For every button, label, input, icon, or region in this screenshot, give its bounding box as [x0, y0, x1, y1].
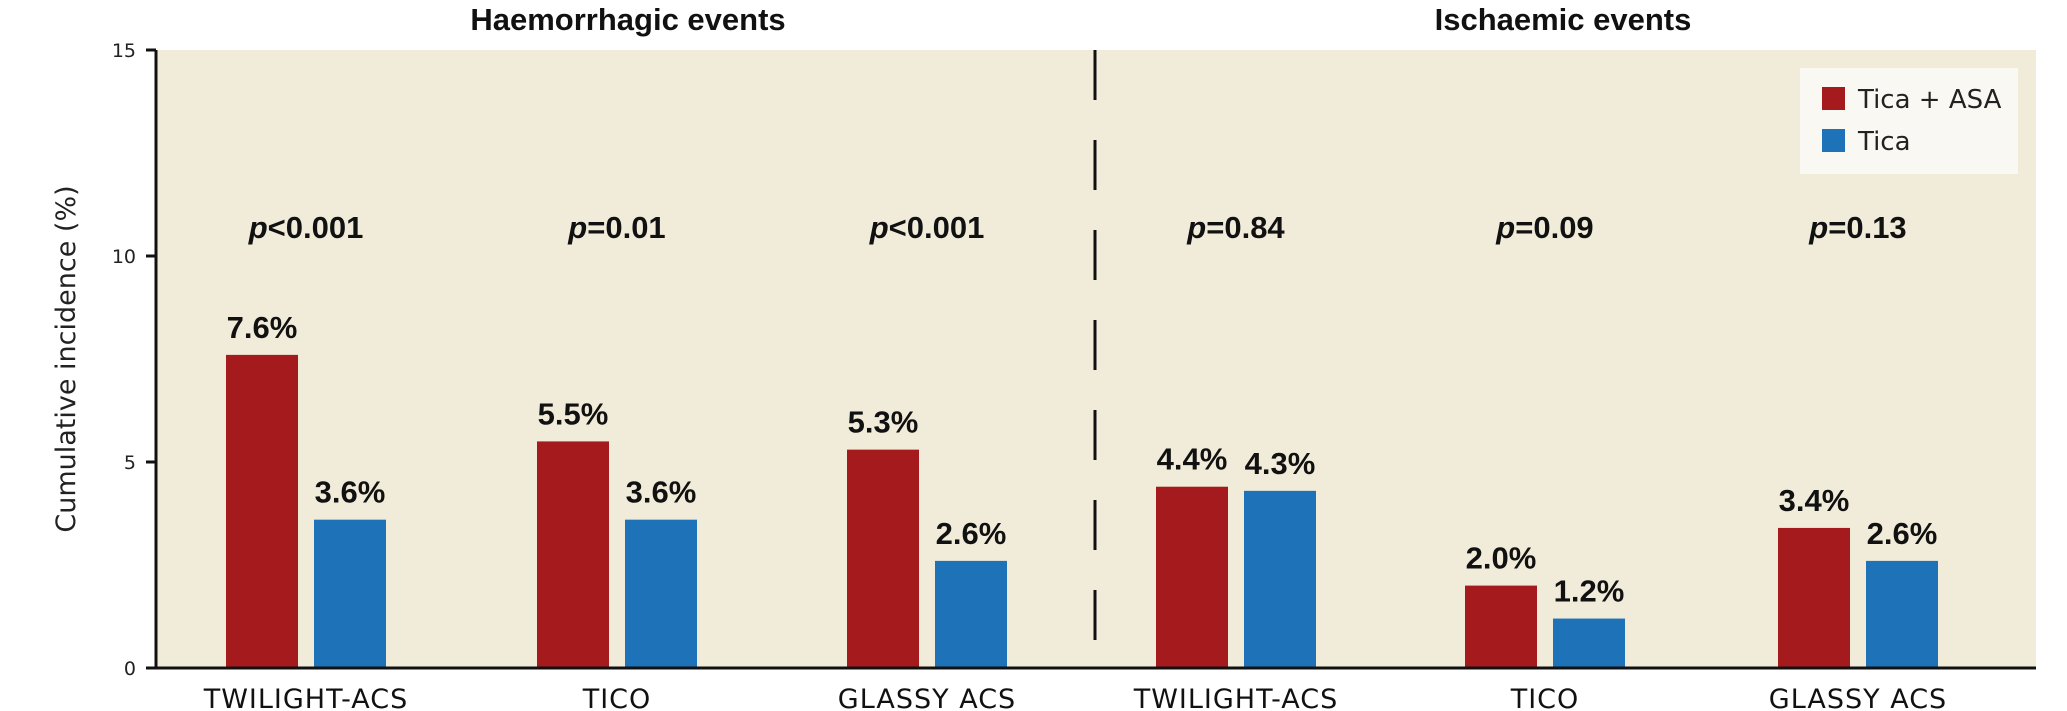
value-label-tica-asa-2: 5.3% [848, 405, 919, 440]
y-tick-label: 0 [124, 658, 136, 680]
bar-tica-0 [314, 519, 386, 668]
value-label-tica-0: 3.6% [315, 475, 386, 510]
p-value-label-0: p<0.001 [248, 210, 364, 245]
bar-tica-4 [1553, 618, 1625, 668]
legend-swatch-tica [1822, 129, 1845, 152]
legend-label-tica-asa: Tica + ASA [1857, 85, 2002, 115]
bar-tica-5 [1866, 560, 1938, 668]
y-axis: 0 5 10 15 [112, 40, 158, 680]
bar-tica-asa-2 [847, 449, 919, 668]
value-labels: 7.6% 3.6% 5.5% 3.6% 5.3% 2.6% 4.4% 4.3% 2.0% 1.2%… [227, 310, 1938, 609]
x-category-label-2: GLASSY ACS [838, 684, 1016, 711]
bars [226, 354, 1938, 668]
x-category-label-3: TWILIGHT-ACS [1133, 684, 1339, 711]
bar-tica-asa-3 [1156, 486, 1228, 668]
bar-tica-3 [1244, 490, 1316, 668]
legend-swatch-tica-asa [1822, 87, 1845, 110]
p-value-label-3: p=0.84 [1186, 210, 1285, 245]
p-value-label-2: p<0.001 [869, 210, 985, 245]
legend-box [1800, 68, 2018, 174]
y-tick-label: 10 [112, 246, 136, 268]
x-category-label-1: TICO [582, 684, 652, 711]
p-values: p<0.001 p=0.01 p<0.001 p=0.84 p=0.09 p=0.13 [248, 210, 1907, 245]
legend: Tica + ASA Tica [1800, 68, 2018, 174]
bar-tica-2 [935, 560, 1007, 668]
y-tick-label: 5 [124, 452, 136, 474]
bar-tica-asa-5 [1778, 527, 1850, 668]
value-label-tica-asa-4: 2.0% [1466, 541, 1537, 576]
value-label-tica-1: 3.6% [626, 475, 697, 510]
bar-tica-1 [625, 519, 697, 668]
x-category-label-5: GLASSY ACS [1769, 684, 1947, 711]
value-label-tica-asa-1: 5.5% [538, 396, 609, 431]
value-label-tica-3: 4.3% [1245, 446, 1316, 481]
value-label-tica-asa-0: 7.6% [227, 310, 298, 345]
value-label-tica-2: 2.6% [936, 516, 1007, 551]
x-category-label-4: TICO [1510, 684, 1580, 711]
bar-tica-asa-4 [1465, 585, 1537, 668]
y-axis-label: Cumulative incidence (%) [51, 185, 82, 532]
value-label-tica-5: 2.6% [1867, 516, 1938, 551]
y-tick-label: 15 [112, 40, 136, 62]
panel-title-haemorrhagic: Haemorrhagic events [470, 2, 785, 37]
bar-tica-asa-1 [537, 441, 609, 668]
x-category-label-0: TWILIGHT-ACS [203, 684, 409, 711]
value-label-tica-asa-5: 3.4% [1779, 483, 1850, 518]
legend-label-tica: Tica [1857, 127, 1911, 157]
panel-titles: Haemorrhagic events Ischaemic events [470, 2, 1691, 37]
panel-title-ischaemic: Ischaemic events [1435, 2, 1692, 37]
value-label-tica-asa-3: 4.4% [1157, 442, 1228, 477]
x-axis: TWILIGHT-ACS TICO GLASSY ACS TWILIGHT-ACS TI… [156, 666, 2036, 711]
value-label-tica-4: 1.2% [1554, 574, 1625, 609]
p-value-label-1: p=0.01 [567, 210, 665, 245]
p-value-label-4: p=0.09 [1495, 210, 1593, 245]
p-value-label-5: p=0.13 [1808, 210, 1906, 245]
bar-tica-asa-0 [226, 354, 298, 668]
